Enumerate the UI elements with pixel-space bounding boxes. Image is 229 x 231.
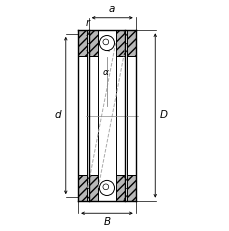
Bar xyxy=(88,56,97,175)
Text: B: B xyxy=(103,217,110,227)
Bar xyxy=(116,175,125,201)
Bar xyxy=(116,30,125,56)
Bar xyxy=(88,30,97,56)
Bar xyxy=(116,56,125,175)
Circle shape xyxy=(103,184,108,190)
Text: a: a xyxy=(109,4,115,14)
Circle shape xyxy=(103,39,108,45)
Text: r: r xyxy=(85,18,89,28)
Text: d: d xyxy=(55,110,61,121)
Bar xyxy=(78,175,87,201)
Bar xyxy=(88,175,97,201)
Bar xyxy=(78,30,87,56)
Bar xyxy=(126,56,135,175)
Bar xyxy=(126,175,135,201)
Bar xyxy=(78,56,87,175)
Text: α: α xyxy=(102,68,108,77)
Bar xyxy=(126,30,135,56)
Circle shape xyxy=(99,36,114,51)
Circle shape xyxy=(99,180,114,195)
Text: D: D xyxy=(159,110,167,121)
Bar xyxy=(87,175,126,201)
Bar xyxy=(87,30,126,56)
